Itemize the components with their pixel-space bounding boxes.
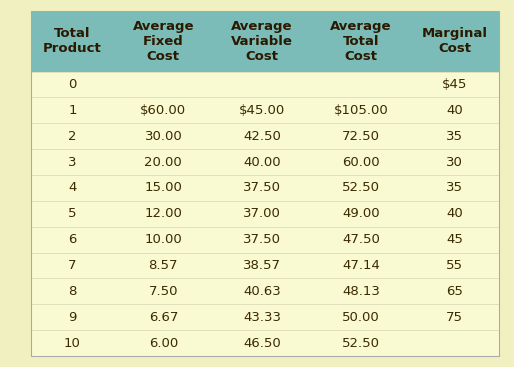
Text: 6.00: 6.00 bbox=[149, 337, 178, 349]
Text: 0: 0 bbox=[68, 78, 77, 91]
Text: Average
Fixed
Cost: Average Fixed Cost bbox=[133, 20, 194, 63]
Text: 72.50: 72.50 bbox=[342, 130, 380, 143]
Text: 7.50: 7.50 bbox=[149, 285, 178, 298]
Text: $45: $45 bbox=[442, 78, 467, 91]
Text: 10.00: 10.00 bbox=[144, 233, 182, 246]
Text: Total
Product: Total Product bbox=[43, 27, 102, 55]
Text: $45.00: $45.00 bbox=[239, 104, 285, 117]
Text: 4: 4 bbox=[68, 181, 77, 195]
Text: 46.50: 46.50 bbox=[243, 337, 281, 349]
Text: 7: 7 bbox=[68, 259, 77, 272]
Text: $105.00: $105.00 bbox=[334, 104, 388, 117]
Text: 65: 65 bbox=[446, 285, 463, 298]
Text: 20.00: 20.00 bbox=[144, 156, 182, 168]
Text: Average
Variable
Cost: Average Variable Cost bbox=[231, 20, 293, 63]
Text: 2: 2 bbox=[68, 130, 77, 143]
Text: 50.00: 50.00 bbox=[342, 311, 380, 324]
Text: 75: 75 bbox=[446, 311, 463, 324]
Text: $60.00: $60.00 bbox=[140, 104, 187, 117]
Text: 35: 35 bbox=[446, 130, 463, 143]
Text: 40: 40 bbox=[446, 104, 463, 117]
Text: 37.50: 37.50 bbox=[243, 181, 281, 195]
Text: 30: 30 bbox=[446, 156, 463, 168]
Text: 45: 45 bbox=[446, 233, 463, 246]
Bar bbox=[31, 72, 499, 356]
Text: 60.00: 60.00 bbox=[342, 156, 380, 168]
Text: 43.33: 43.33 bbox=[243, 311, 281, 324]
Text: 40.00: 40.00 bbox=[243, 156, 281, 168]
Text: 8: 8 bbox=[68, 285, 77, 298]
Text: 47.14: 47.14 bbox=[342, 259, 380, 272]
Text: 35: 35 bbox=[446, 181, 463, 195]
Bar bbox=[31, 11, 499, 72]
Text: 12.00: 12.00 bbox=[144, 207, 182, 220]
Text: Marginal
Cost: Marginal Cost bbox=[421, 27, 487, 55]
Text: 40.63: 40.63 bbox=[243, 285, 281, 298]
Text: Average
Total
Cost: Average Total Cost bbox=[330, 20, 392, 63]
Text: 48.13: 48.13 bbox=[342, 285, 380, 298]
Text: 55: 55 bbox=[446, 259, 463, 272]
Text: 5: 5 bbox=[68, 207, 77, 220]
Text: 15.00: 15.00 bbox=[144, 181, 182, 195]
Text: 42.50: 42.50 bbox=[243, 130, 281, 143]
Text: 52.50: 52.50 bbox=[342, 181, 380, 195]
Text: 47.50: 47.50 bbox=[342, 233, 380, 246]
Text: 1: 1 bbox=[68, 104, 77, 117]
Text: 9: 9 bbox=[68, 311, 77, 324]
Text: 3: 3 bbox=[68, 156, 77, 168]
Text: 6.67: 6.67 bbox=[149, 311, 178, 324]
Text: 37.00: 37.00 bbox=[243, 207, 281, 220]
Text: 10: 10 bbox=[64, 337, 81, 349]
Text: 49.00: 49.00 bbox=[342, 207, 380, 220]
Text: 52.50: 52.50 bbox=[342, 337, 380, 349]
Text: 37.50: 37.50 bbox=[243, 233, 281, 246]
Text: 30.00: 30.00 bbox=[144, 130, 182, 143]
Text: 38.57: 38.57 bbox=[243, 259, 281, 272]
Text: 6: 6 bbox=[68, 233, 77, 246]
Text: 40: 40 bbox=[446, 207, 463, 220]
Text: 8.57: 8.57 bbox=[149, 259, 178, 272]
